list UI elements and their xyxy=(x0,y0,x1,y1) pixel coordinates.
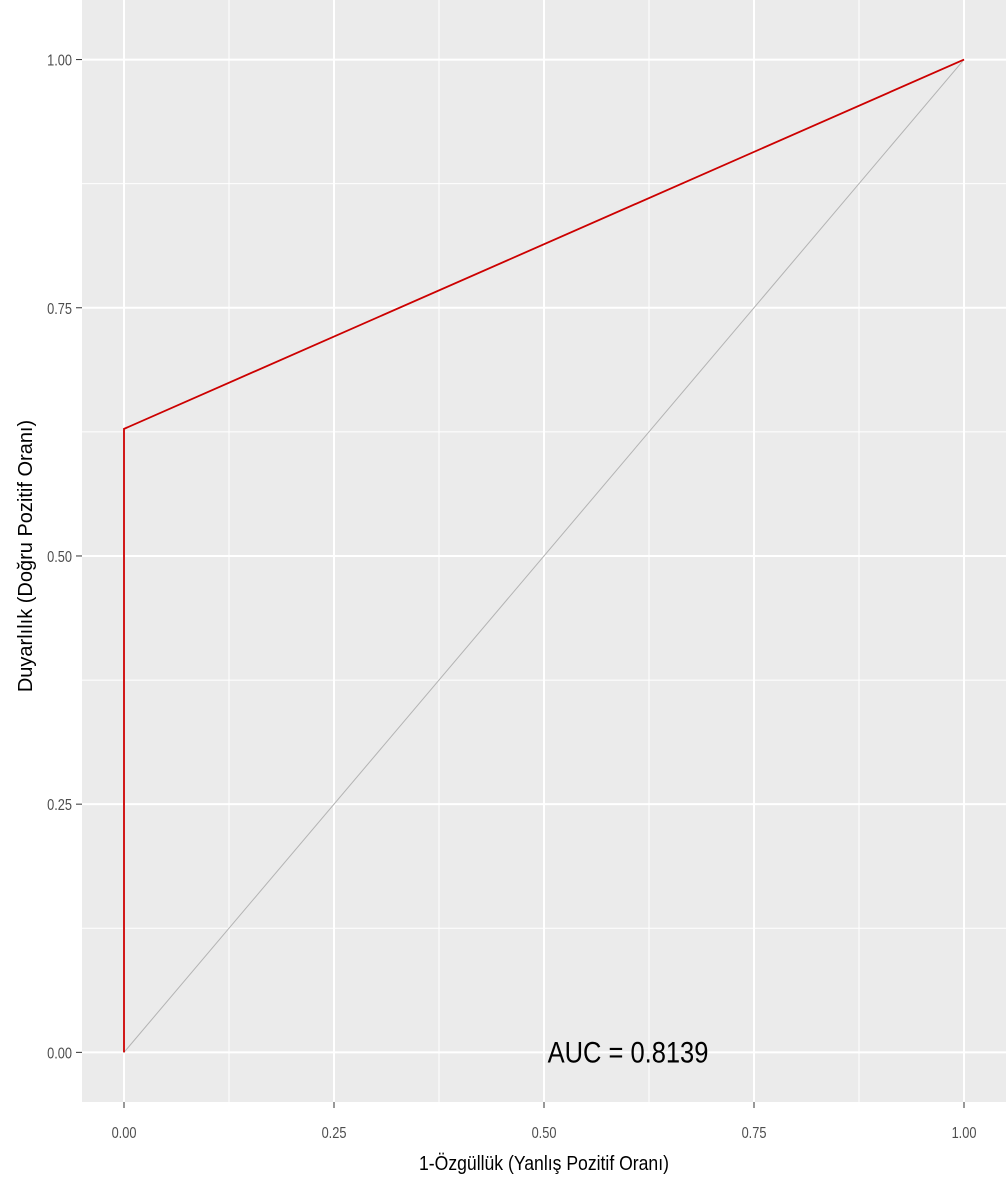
y-axis-title: Duyarlılık (Doğru Pozitif Oranı) xyxy=(15,420,37,692)
y-tick-label: 0.00 xyxy=(47,1045,72,1063)
roc-curve-line xyxy=(123,58,965,1053)
x-axis-title: 1-Özgüllük (Yanlış Pozitif Oranı) xyxy=(419,1152,669,1174)
y-tick-label: 0.50 xyxy=(47,549,72,567)
y-tick-label: 1.00 xyxy=(47,52,72,70)
tick-marks xyxy=(76,59,965,1108)
x-tick-label: 0.50 xyxy=(532,1125,557,1143)
x-tick-label: 0.00 xyxy=(112,1125,137,1143)
tick-labels: 0.00 0.25 0.50 0.75 1.00 0.00 0.25 0.50 0.75 1.00 xyxy=(47,52,976,1142)
x-tick-label: 0.75 xyxy=(742,1125,767,1143)
auc-annotation: AUC = 0.8139 xyxy=(548,1035,709,1068)
x-tick-label: 0.25 xyxy=(322,1125,347,1143)
reference-diagonal-line xyxy=(123,59,965,1053)
x-tick-label: 1.00 xyxy=(952,1125,977,1143)
y-tick-label: 0.75 xyxy=(47,301,72,319)
series-layer xyxy=(123,58,965,1053)
y-tick-label: 0.25 xyxy=(47,797,72,815)
